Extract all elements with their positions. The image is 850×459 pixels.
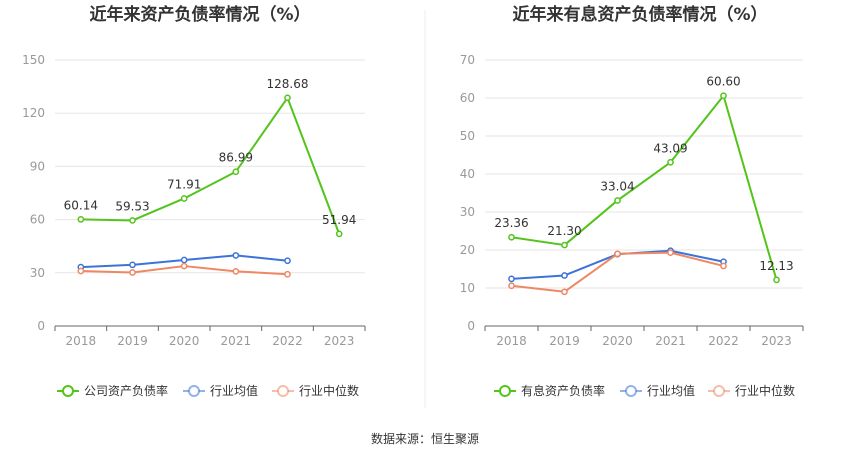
data-point	[284, 257, 291, 265]
x-tick-label: 2018	[66, 334, 97, 348]
legend-item: 行业均值	[620, 383, 695, 398]
legend-item: 行业中位数	[272, 383, 359, 398]
data-point	[667, 158, 674, 166]
data-label: 21.30	[547, 224, 581, 238]
legend-label: 行业均值	[210, 383, 258, 398]
x-tick-label: 2019	[549, 334, 580, 348]
x-tick-label: 2021	[221, 334, 252, 348]
chart-title: 近年来资产负债率情况（%）	[89, 4, 310, 25]
series-line	[511, 94, 778, 281]
data-point	[77, 216, 85, 223]
data-point	[667, 249, 674, 257]
legend-item: 有息资产负债率	[494, 383, 605, 398]
y-tick-label: 10	[460, 281, 475, 295]
data-label: 33.04	[600, 179, 634, 193]
data-label: 12.13	[759, 259, 793, 273]
x-tick-label: 2018	[496, 334, 527, 348]
data-label: 59.53	[115, 199, 149, 213]
data-point	[129, 217, 136, 224]
data-label: 60.14	[64, 198, 98, 212]
data-point	[561, 272, 568, 279]
x-tick-label: 2019	[117, 334, 148, 348]
y-tick-label: 0	[37, 319, 45, 333]
chart-title: 近年来有息资产负债率情况（%）	[512, 4, 767, 25]
series-line	[80, 96, 341, 235]
legend-marker	[188, 385, 200, 397]
data-point	[508, 282, 515, 290]
data-point	[284, 94, 291, 102]
y-tick-label: 150	[22, 53, 45, 67]
legend-item: 行业中位数	[708, 383, 795, 398]
legend-label: 行业中位数	[735, 383, 795, 398]
legend-label: 行业均值	[647, 383, 695, 398]
data-point	[77, 267, 85, 275]
data-point	[129, 269, 136, 276]
data-point	[508, 275, 515, 283]
x-tick-label: 2020	[602, 334, 633, 348]
y-tick-label: 50	[460, 129, 475, 143]
legend-item: 行业均值	[183, 383, 258, 398]
data-point	[129, 261, 136, 269]
data-point	[284, 270, 291, 278]
data-point	[180, 262, 188, 270]
data-point	[232, 168, 240, 176]
data-point	[180, 256, 188, 264]
data-label: 60.60	[706, 75, 740, 89]
y-tick-label: 70	[460, 53, 475, 67]
data-label: 43.09	[653, 141, 687, 155]
data-point	[180, 195, 188, 202]
y-tick-label: 30	[460, 205, 475, 219]
data-point	[614, 250, 621, 258]
y-tick-label: 90	[30, 159, 45, 173]
x-tick-label: 2021	[655, 334, 686, 348]
legend-marker	[277, 385, 289, 397]
data-point	[232, 268, 240, 275]
y-tick-label: 60	[460, 91, 475, 105]
data-point	[561, 241, 568, 249]
y-tick-label: 30	[30, 266, 45, 280]
x-tick-label: 2022	[272, 334, 303, 348]
y-tick-label: 40	[460, 167, 475, 181]
data-label: 86.99	[219, 151, 253, 165]
data-point	[614, 197, 621, 204]
legend-marker	[625, 385, 637, 397]
legend-marker	[713, 385, 725, 397]
legend-label: 有息资产负债率	[521, 383, 605, 398]
y-tick-label: 0	[467, 319, 475, 333]
legend-label: 公司资产负债率	[84, 383, 168, 398]
y-tick-label: 120	[22, 106, 45, 120]
x-tick-label: 2023	[761, 334, 792, 348]
chart-interest-debt-ratio: 近年来有息资产负债率情况（%） 0 10 20 30 40 50 60 70 2018 2019 20…	[460, 4, 804, 398]
legend-item: 公司资产负债率	[57, 383, 168, 398]
chart-debt-ratio: 近年来资产负债率情况（%） 0 30 60 90 120 150 2018 2019 2020 20…	[22, 4, 366, 398]
data-label: 71.91	[167, 177, 201, 191]
legend-marker	[499, 385, 511, 397]
data-point	[508, 233, 515, 241]
x-tick-label: 2023	[324, 334, 355, 348]
data-point	[561, 288, 568, 296]
legend-marker	[62, 385, 74, 397]
data-point	[720, 92, 727, 100]
source-note: 数据来源：恒生聚源	[371, 431, 479, 446]
legend-label: 行业中位数	[299, 383, 359, 398]
data-point	[773, 276, 780, 284]
data-point	[720, 262, 727, 270]
data-label: 23.36	[494, 216, 528, 230]
data-label: 51.94	[322, 213, 356, 227]
y-tick-label: 20	[460, 243, 475, 257]
data-label: 128.68	[267, 77, 309, 91]
series-line	[511, 251, 724, 293]
x-tick-label: 2022	[708, 334, 739, 348]
data-point	[232, 252, 240, 259]
x-tick-label: 2020	[169, 334, 200, 348]
data-point	[335, 230, 343, 238]
y-tick-label: 60	[30, 213, 45, 227]
